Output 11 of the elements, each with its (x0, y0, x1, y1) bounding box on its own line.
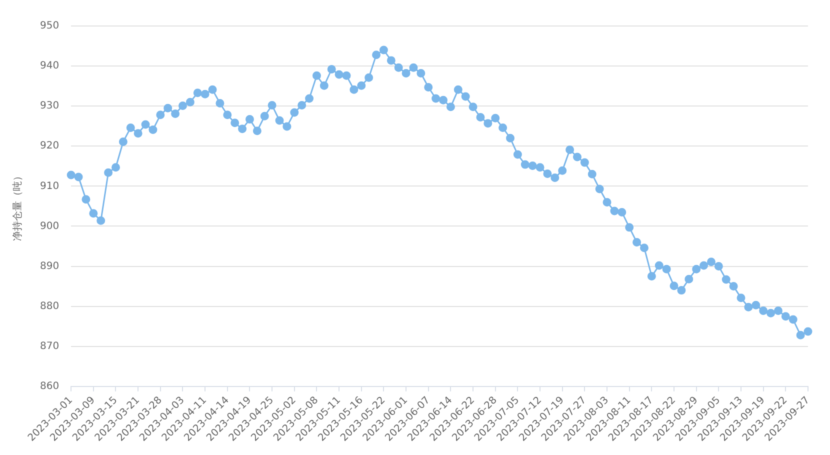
y-tick-label: 860 (40, 381, 60, 392)
y-tick-label: 900 (40, 220, 60, 232)
y-tick-label: 940 (40, 60, 60, 72)
y-tick-label: 890 (40, 260, 60, 272)
y-tick-label: 930 (40, 100, 60, 112)
y-tick-label: 870 (40, 340, 60, 352)
y-tick-label: 950 (40, 20, 60, 32)
y-tick-label: 920 (40, 140, 60, 152)
y-tick-label: 910 (40, 180, 60, 192)
y-axis-title: 净持仓量（吨） (12, 171, 24, 242)
y-tick-label: 880 (40, 300, 60, 312)
